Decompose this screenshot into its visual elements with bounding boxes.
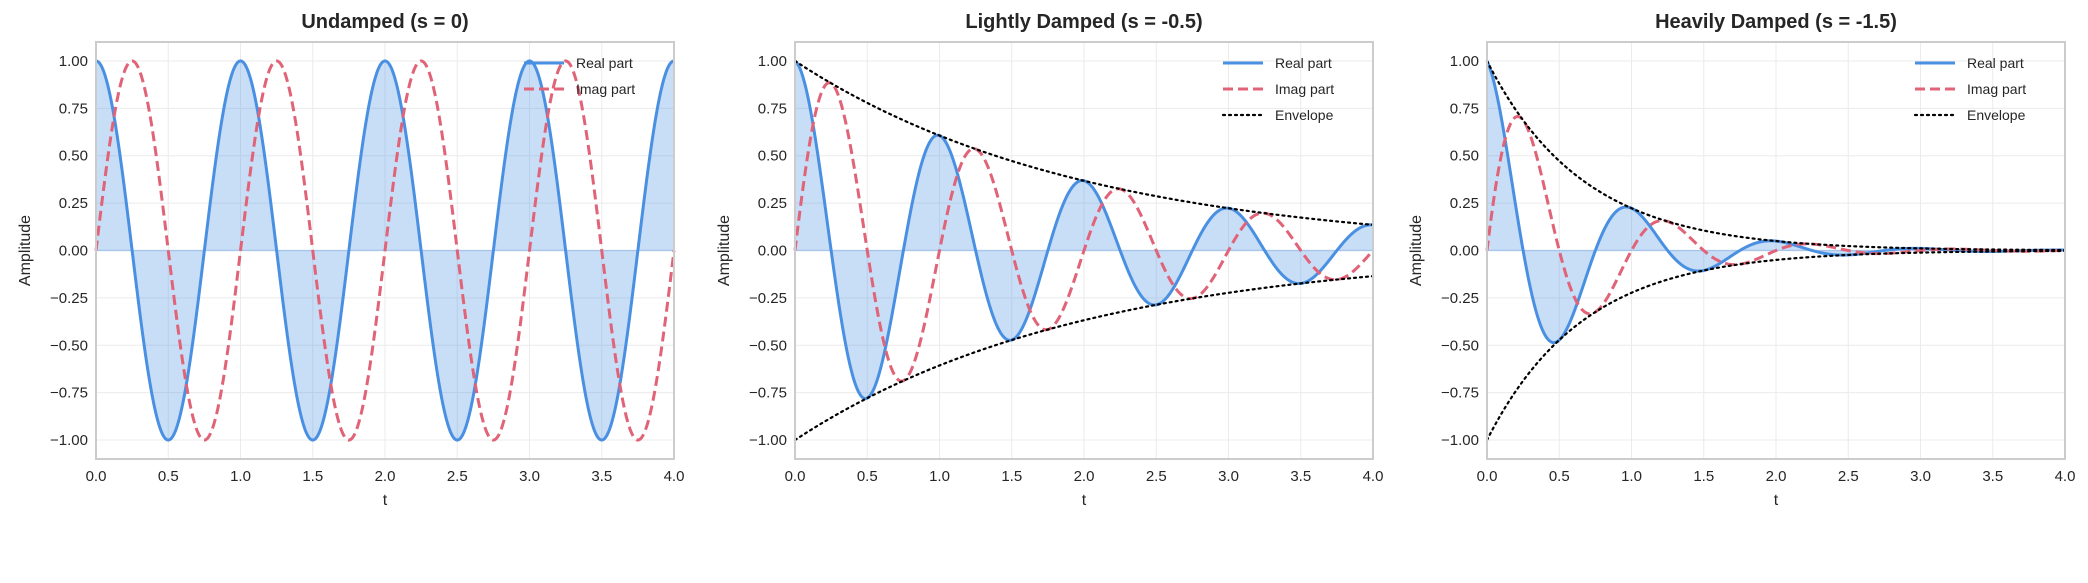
x-tick-label: 0.5 xyxy=(1549,468,1570,485)
y-tick-label: 0.00 xyxy=(59,243,88,260)
x-tick-label: 3.0 xyxy=(1910,468,1931,485)
legend-label-2: Imag part xyxy=(576,81,635,97)
subplot-1: 0.0 0.5 1.0 1.5 2.0 2.5 3.0 3.5 4.0 −1.00 −0.75 −0.… xyxy=(17,11,684,509)
y-tick-label: 0.75 xyxy=(59,100,88,117)
y-tick-label: −0.50 xyxy=(749,337,787,354)
envelope-upper-line xyxy=(1485,59,2067,252)
x-tick-label: 2.5 xyxy=(1838,468,1859,485)
y-tick-label: 0.00 xyxy=(758,243,787,260)
x-tick-label: 0.5 xyxy=(158,468,179,485)
axes-frame xyxy=(794,41,1374,460)
y-tick-label: −0.25 xyxy=(1441,290,1479,307)
x-tick-label: 4.0 xyxy=(664,468,685,485)
y-tick-label: 1.00 xyxy=(1450,53,1479,70)
x-tick-label: 3.5 xyxy=(1290,468,1311,485)
x-tick-label: 0.0 xyxy=(86,468,107,485)
y-tick-label: −1.00 xyxy=(749,432,787,449)
x-tick-label: 2.0 xyxy=(375,468,396,485)
real-part-fill xyxy=(795,60,1373,399)
y-tick-label: 0.25 xyxy=(758,195,787,212)
legend-label-1: Real part xyxy=(1967,55,2024,71)
y-tick-label: −0.50 xyxy=(1441,337,1479,354)
subplot-title: Heavily Damped (s = -1.5) xyxy=(1655,11,1897,33)
y-axis-label: Amplitude xyxy=(716,215,733,286)
legend-label-2: Imag part xyxy=(1967,81,2026,97)
axes-frame xyxy=(1486,41,2066,460)
x-tick-label: 2.5 xyxy=(447,468,468,485)
imag-part-line xyxy=(94,59,676,442)
x-tick-label: 3.5 xyxy=(1982,468,2003,485)
y-tick-label: 0.50 xyxy=(758,148,787,165)
x-tick-label: 2.0 xyxy=(1766,468,1787,485)
x-tick-label: 1.0 xyxy=(230,468,251,485)
subplot-title: Lightly Damped (s = -0.5) xyxy=(965,11,1202,33)
legend-label-1: Real part xyxy=(1275,55,1332,71)
x-tick-label: 0.0 xyxy=(785,468,806,485)
axes-frame xyxy=(95,41,675,460)
envelope-upper-line xyxy=(793,59,1375,226)
y-tick-label: 0.75 xyxy=(1450,100,1479,117)
x-tick-label: 4.0 xyxy=(2055,468,2076,485)
real-part-line xyxy=(95,59,675,442)
x-tick-label: 0.0 xyxy=(1477,468,1498,485)
x-axis-label: t xyxy=(1774,492,1779,509)
x-tick-label: 1.0 xyxy=(1621,468,1642,485)
y-tick-label: −1.00 xyxy=(50,432,88,449)
envelope-lower-line xyxy=(793,275,1375,442)
y-tick-label: 1.00 xyxy=(758,53,787,70)
subplot-title: Undamped (s = 0) xyxy=(301,11,468,33)
real-part-fill xyxy=(1487,60,2065,343)
y-tick-label: 0.75 xyxy=(758,100,787,117)
x-tick-label: 2.0 xyxy=(1074,468,1095,485)
y-axis-label: Amplitude xyxy=(17,215,34,286)
y-tick-label: −0.75 xyxy=(50,385,88,402)
legend-label-1: Real part xyxy=(576,55,633,71)
x-tick-label: 1.5 xyxy=(1001,468,1022,485)
x-axis-label: t xyxy=(1082,492,1087,509)
envelope-lower-line xyxy=(1485,249,2067,442)
legend-label-3: Envelope xyxy=(1275,107,1334,123)
x-tick-label: 1.0 xyxy=(929,468,950,485)
x-tick-label: 3.0 xyxy=(1218,468,1239,485)
y-tick-label: −0.75 xyxy=(749,385,787,402)
y-tick-label: 0.50 xyxy=(1450,148,1479,165)
y-tick-label: 1.00 xyxy=(59,53,88,70)
subplot-3: 0.0 0.5 1.0 1.5 2.0 2.5 3.0 3.5 4.0 −1.00 −0.75 −0.… xyxy=(1408,11,2075,509)
y-tick-label: −0.25 xyxy=(50,290,88,307)
x-tick-label: 3.5 xyxy=(591,468,612,485)
imag-part-line xyxy=(793,81,1375,383)
y-tick-label: 0.00 xyxy=(1450,243,1479,260)
y-tick-label: 0.25 xyxy=(1450,195,1479,212)
y-axis-label: Amplitude xyxy=(1408,215,1425,286)
x-tick-label: 2.5 xyxy=(1146,468,1167,485)
x-tick-label: 0.5 xyxy=(857,468,878,485)
legend-label-3: Envelope xyxy=(1967,107,2026,123)
y-tick-label: −1.00 xyxy=(1441,432,1479,449)
y-tick-label: −0.50 xyxy=(50,337,88,354)
x-tick-label: 3.0 xyxy=(519,468,540,485)
y-tick-label: −0.75 xyxy=(1441,385,1479,402)
subplot-2: 0.0 0.5 1.0 1.5 2.0 2.5 3.0 3.5 4.0 −1.00 −0.75 −0.… xyxy=(716,11,1383,509)
x-tick-label: 4.0 xyxy=(1363,468,1384,485)
y-tick-label: 0.50 xyxy=(59,148,88,165)
x-tick-label: 1.5 xyxy=(1693,468,1714,485)
x-tick-label: 1.5 xyxy=(302,468,323,485)
x-axis-label: t xyxy=(383,492,388,509)
legend-label-2: Imag part xyxy=(1275,81,1334,97)
y-tick-label: −0.25 xyxy=(749,290,787,307)
y-tick-label: 0.25 xyxy=(59,195,88,212)
